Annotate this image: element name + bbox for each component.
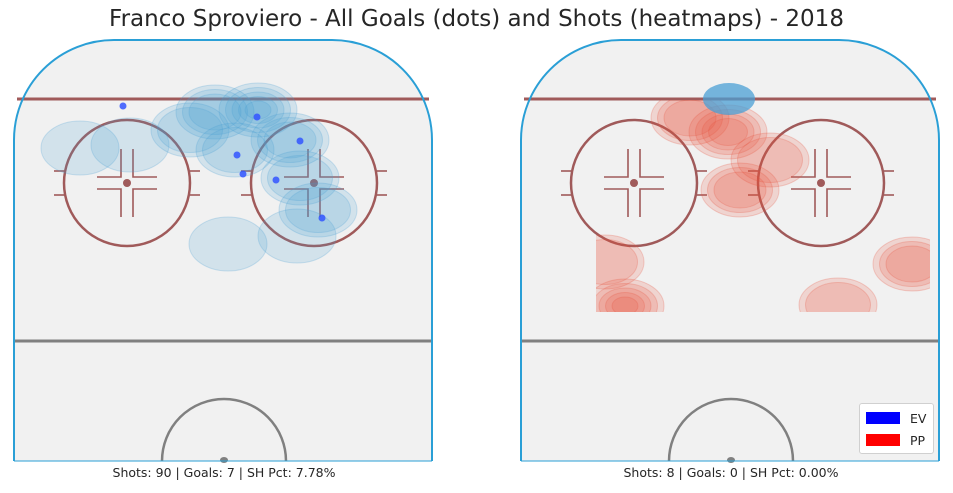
shot-density bbox=[611, 296, 639, 312]
boards-outline bbox=[520, 39, 940, 461]
shot-density bbox=[657, 100, 723, 141]
faceoff-circle bbox=[62, 118, 192, 248]
ice-surface bbox=[521, 40, 939, 461]
shot-density bbox=[700, 162, 780, 218]
shot-density bbox=[598, 287, 652, 312]
shot-density bbox=[195, 122, 275, 178]
shot-density bbox=[260, 150, 340, 206]
faceoff-hash bbox=[97, 188, 122, 217]
shot-density bbox=[225, 87, 291, 133]
shot-density bbox=[188, 216, 268, 272]
shot-density bbox=[872, 236, 930, 292]
shot-density bbox=[218, 82, 298, 138]
faceoff-hash bbox=[639, 188, 664, 217]
shot-density bbox=[285, 187, 351, 233]
legend: EV PP bbox=[859, 403, 934, 454]
faceoff-circle bbox=[249, 118, 379, 248]
shot-density bbox=[605, 292, 645, 312]
legend-label-ev: EV bbox=[910, 410, 927, 426]
shot-density bbox=[278, 182, 358, 238]
shot-density bbox=[596, 283, 658, 312]
shot-density bbox=[267, 155, 333, 201]
faceoff-hash bbox=[604, 188, 629, 217]
shot-density bbox=[257, 117, 323, 163]
ev-panel-caption: Shots: 90 | Goals: 7 | SH Pct: 7.78% bbox=[112, 465, 336, 480]
faceoff-circle bbox=[569, 118, 699, 248]
legend-item-ev: EV bbox=[866, 409, 926, 427]
goal-dot bbox=[233, 151, 241, 159]
faceoff-hash bbox=[97, 149, 122, 178]
goal-dot bbox=[239, 170, 247, 178]
faceoff-hash bbox=[639, 149, 664, 178]
shot-density bbox=[175, 84, 255, 140]
center-dot bbox=[727, 457, 735, 463]
ev-overlay-blob bbox=[703, 83, 755, 115]
faceoff-hash bbox=[319, 188, 344, 217]
legend-swatch-pp bbox=[866, 434, 900, 446]
shot-density bbox=[596, 234, 645, 290]
legend-swatch-ev bbox=[866, 412, 900, 424]
faceoff-circle bbox=[756, 118, 886, 248]
shot-density bbox=[885, 245, 930, 283]
center-dot bbox=[220, 457, 228, 463]
shot-density bbox=[202, 127, 268, 173]
faceoff-hash bbox=[132, 188, 157, 217]
legend-label-pp: PP bbox=[910, 432, 926, 448]
ice-surface bbox=[14, 40, 432, 461]
pp-panel-caption: Shots: 8 | Goals: 0 | SH Pct: 0.00% bbox=[623, 465, 839, 480]
rink-ev bbox=[14, 40, 432, 463]
shot-density bbox=[708, 118, 748, 146]
faceoff-hash bbox=[791, 149, 816, 178]
shot-density bbox=[188, 93, 242, 131]
shot-density bbox=[713, 171, 767, 209]
faceoff-hash bbox=[826, 149, 851, 178]
shot-density bbox=[40, 120, 120, 176]
shot-density bbox=[707, 167, 773, 213]
shot-density bbox=[596, 239, 638, 285]
shot-density bbox=[879, 241, 930, 287]
faceoff-hash bbox=[319, 149, 344, 178]
shot-density bbox=[263, 121, 317, 159]
goal-dot bbox=[253, 113, 261, 121]
faceoff-hash bbox=[132, 149, 157, 178]
shot-density bbox=[90, 117, 170, 173]
goal-dot bbox=[272, 176, 280, 184]
shot-density bbox=[798, 277, 878, 312]
faceoff-hash bbox=[284, 188, 309, 217]
rink-pp bbox=[521, 40, 939, 463]
faceoff-hash bbox=[791, 188, 816, 217]
shot-density bbox=[157, 107, 223, 153]
faceoff-hash bbox=[826, 188, 851, 217]
center-circle bbox=[667, 397, 795, 462]
shot-density bbox=[805, 282, 871, 312]
shot-density bbox=[250, 112, 330, 168]
faceoff-dot bbox=[310, 179, 318, 187]
center-circle bbox=[160, 397, 288, 462]
legend-item-pp: PP bbox=[866, 431, 925, 449]
shot-density bbox=[231, 91, 285, 129]
shot-density bbox=[596, 278, 665, 312]
shot-density bbox=[737, 137, 803, 183]
boards-outline bbox=[13, 39, 433, 461]
shot-density bbox=[730, 132, 810, 188]
goal-dot bbox=[296, 137, 304, 145]
faceoff-dot bbox=[817, 179, 825, 187]
faceoff-hash bbox=[604, 149, 629, 178]
shot-density bbox=[238, 96, 278, 124]
faceoff-hash bbox=[284, 149, 309, 178]
faceoff-dot bbox=[630, 179, 638, 187]
goal-dot bbox=[318, 214, 326, 222]
shot-density bbox=[663, 100, 717, 137]
pp-heat-layer bbox=[596, 100, 930, 312]
shot-density bbox=[257, 208, 337, 264]
shot-density bbox=[182, 89, 248, 135]
shot-density bbox=[150, 102, 230, 158]
goal-dot bbox=[119, 102, 127, 110]
faceoff-dot bbox=[123, 179, 131, 187]
chart-title: Franco Sproviero - All Goals (dots) and … bbox=[109, 6, 844, 32]
